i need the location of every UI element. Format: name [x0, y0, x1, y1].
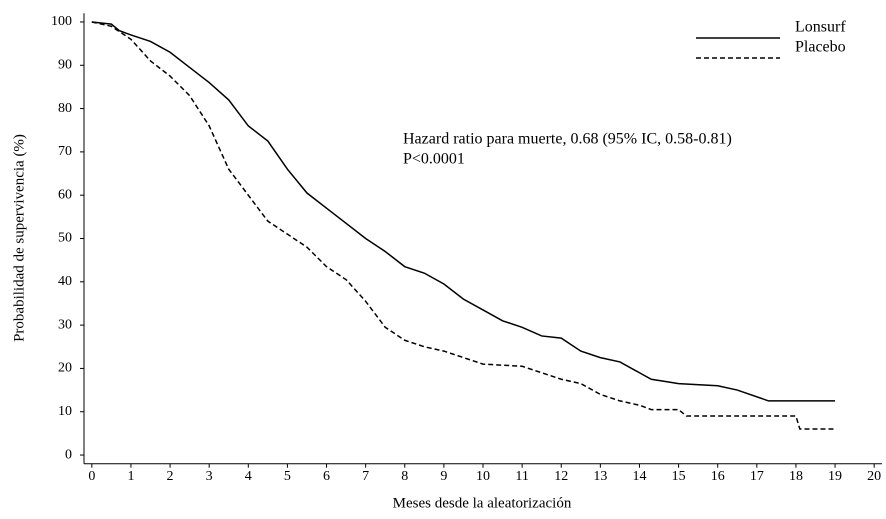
y-tick-label: 20 — [58, 361, 72, 376]
annotation: P<0.0001 — [403, 151, 465, 168]
x-axis-title: Meses desde la aleatorización — [393, 495, 572, 511]
survival-line — [91, 21, 836, 430]
y-tick-label: 60 — [58, 187, 72, 202]
x-tick-label: 11 — [515, 469, 528, 484]
x-tick-label: 13 — [593, 469, 607, 484]
legend-label: Placebo — [795, 39, 846, 56]
y-tick-label: 0 — [65, 447, 72, 462]
x-tick-label: 1 — [127, 469, 134, 484]
y-tick-label: 40 — [58, 274, 72, 289]
x-tick-label: 15 — [672, 469, 686, 484]
y-tick-label: 50 — [58, 231, 72, 246]
y-tick-label: 100 — [51, 14, 72, 29]
x-tick-label: 10 — [476, 469, 490, 484]
x-tick-label: 8 — [401, 469, 408, 484]
x-tick-label: 0 — [88, 469, 95, 484]
x-tick-label: 5 — [284, 469, 291, 484]
x-tick-label: 18 — [789, 469, 803, 484]
y-tick-label: 70 — [58, 144, 72, 159]
y-tick-label: 10 — [58, 404, 72, 419]
x-tick-label: 20 — [867, 469, 881, 484]
x-tick-label: 3 — [206, 469, 213, 484]
annotation: Hazard ratio para muerte, 0.68 (95% IC, … — [403, 131, 732, 148]
x-tick-label: 4 — [245, 469, 252, 484]
x-tick-label: 12 — [554, 469, 568, 484]
x-tick-label: 2 — [167, 469, 174, 484]
x-tick-label: 7 — [362, 469, 369, 484]
survival-line — [91, 21, 836, 402]
x-tick-label: 14 — [632, 469, 646, 484]
x-tick-label: 17 — [750, 469, 764, 484]
x-tick-label: 16 — [711, 469, 725, 484]
x-tick-label: 19 — [828, 469, 842, 484]
y-axis-title: Probabilidad de supervivencia (%) — [11, 134, 27, 342]
legend-label: Lonsurf — [795, 19, 846, 36]
x-tick-label: 6 — [323, 469, 330, 484]
y-tick-label: 80 — [58, 101, 72, 116]
x-tick-label: 9 — [440, 469, 447, 484]
y-tick-label: 30 — [58, 317, 72, 332]
y-tick-label: 90 — [58, 57, 72, 72]
